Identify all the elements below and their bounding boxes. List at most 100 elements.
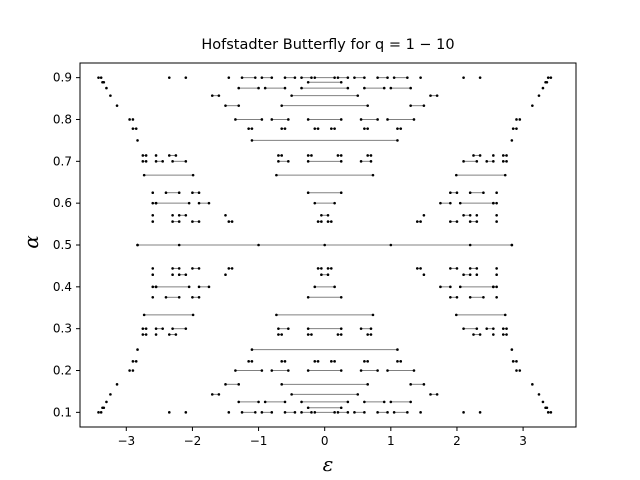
band-endpoint bbox=[191, 313, 195, 317]
band-endpoint bbox=[472, 333, 475, 336]
band-point bbox=[478, 411, 482, 414]
band-endpoint bbox=[131, 360, 135, 363]
band-endpoint bbox=[369, 160, 373, 163]
band-endpoint bbox=[306, 295, 310, 299]
band-endpoint bbox=[515, 360, 518, 363]
y-tick-label: 0.3 bbox=[53, 322, 72, 336]
band-endpoint bbox=[501, 160, 505, 163]
band-point bbox=[537, 94, 541, 97]
band-endpoint bbox=[184, 273, 188, 277]
band-endpoint bbox=[468, 267, 472, 270]
band-endpoint bbox=[154, 285, 158, 289]
band-endpoint bbox=[316, 360, 320, 363]
band-endpoint bbox=[326, 220, 330, 223]
band-endpoint bbox=[392, 411, 396, 414]
band-endpoint bbox=[191, 295, 194, 299]
band-point bbox=[537, 393, 541, 396]
band-endpoint bbox=[230, 220, 234, 223]
band-endpoint bbox=[224, 104, 227, 107]
band-endpoint bbox=[449, 191, 452, 195]
y-tick-label: 0.9 bbox=[53, 71, 72, 85]
band-endpoint bbox=[386, 76, 389, 79]
band-endpoint bbox=[392, 76, 396, 79]
band-point bbox=[224, 273, 227, 277]
band-endpoint bbox=[227, 267, 231, 270]
band-point bbox=[510, 139, 514, 142]
band-point bbox=[184, 411, 188, 414]
band-endpoint bbox=[412, 118, 416, 121]
band-point bbox=[546, 76, 550, 79]
band-endpoint bbox=[300, 76, 303, 79]
band-endpoint bbox=[306, 118, 310, 121]
band-endpoint bbox=[396, 139, 399, 142]
band-point bbox=[99, 411, 103, 414]
band-endpoint bbox=[492, 201, 495, 205]
band-endpoint bbox=[144, 333, 148, 336]
band-endpoint bbox=[313, 127, 317, 130]
band-endpoint bbox=[363, 76, 366, 79]
x-tick-label: −3 bbox=[117, 434, 135, 448]
band-endpoint bbox=[184, 160, 188, 163]
band-endpoint bbox=[422, 104, 426, 107]
band-point bbox=[224, 213, 227, 217]
band-endpoint bbox=[462, 213, 465, 217]
band-point bbox=[495, 191, 498, 195]
band-point bbox=[462, 411, 465, 414]
band-endpoint bbox=[439, 285, 442, 289]
band-endpoint bbox=[320, 220, 323, 223]
band-endpoint bbox=[263, 400, 267, 404]
band-endpoint bbox=[363, 411, 366, 414]
band-endpoint bbox=[458, 201, 462, 205]
band-endpoint bbox=[250, 348, 254, 351]
band-endpoint bbox=[306, 327, 310, 330]
band-endpoint bbox=[263, 86, 267, 90]
band-endpoint bbox=[287, 327, 290, 330]
band-endpoint bbox=[134, 360, 138, 363]
band-point bbox=[184, 76, 188, 79]
band-endpoint bbox=[449, 267, 452, 270]
band-point bbox=[128, 369, 131, 372]
band-endpoint bbox=[210, 393, 214, 396]
band-point bbox=[105, 400, 108, 404]
band-point bbox=[115, 104, 119, 107]
band-endpoint bbox=[482, 295, 485, 299]
band-endpoint bbox=[449, 201, 452, 205]
band-endpoint bbox=[283, 411, 287, 414]
band-endpoint bbox=[478, 154, 482, 157]
band-endpoint bbox=[247, 127, 250, 130]
band-endpoint bbox=[429, 94, 432, 97]
band-point bbox=[97, 76, 100, 79]
band-endpoint bbox=[197, 191, 201, 195]
band-endpoint bbox=[313, 76, 317, 79]
band-endpoint bbox=[306, 369, 310, 372]
band-endpoint bbox=[287, 160, 290, 163]
band-point bbox=[99, 76, 103, 79]
band-endpoint bbox=[366, 383, 369, 386]
band-endpoint bbox=[475, 220, 479, 223]
band-endpoint bbox=[283, 86, 287, 90]
band-endpoint bbox=[313, 411, 317, 414]
x-tick-label: −2 bbox=[184, 434, 202, 448]
band-endpoint bbox=[475, 327, 479, 330]
band-point bbox=[257, 243, 260, 247]
band-point bbox=[102, 80, 106, 84]
band-endpoint bbox=[366, 127, 369, 130]
band-endpoint bbox=[280, 127, 284, 130]
band-endpoint bbox=[495, 201, 498, 205]
band-point bbox=[495, 295, 498, 299]
band-endpoint bbox=[326, 267, 330, 270]
band-endpoint bbox=[316, 267, 320, 270]
points-layer bbox=[97, 76, 553, 414]
band-endpoint bbox=[356, 393, 360, 396]
band-endpoint bbox=[376, 369, 379, 372]
band-endpoint bbox=[449, 295, 452, 299]
band-endpoint bbox=[142, 173, 146, 177]
band-endpoint bbox=[333, 76, 336, 79]
band-point bbox=[105, 86, 108, 90]
band-endpoint bbox=[310, 154, 313, 157]
band-endpoint bbox=[310, 333, 313, 336]
band-endpoint bbox=[171, 220, 174, 223]
band-endpoint bbox=[339, 80, 343, 84]
band-endpoint bbox=[313, 201, 317, 205]
band-endpoint bbox=[313, 285, 317, 289]
